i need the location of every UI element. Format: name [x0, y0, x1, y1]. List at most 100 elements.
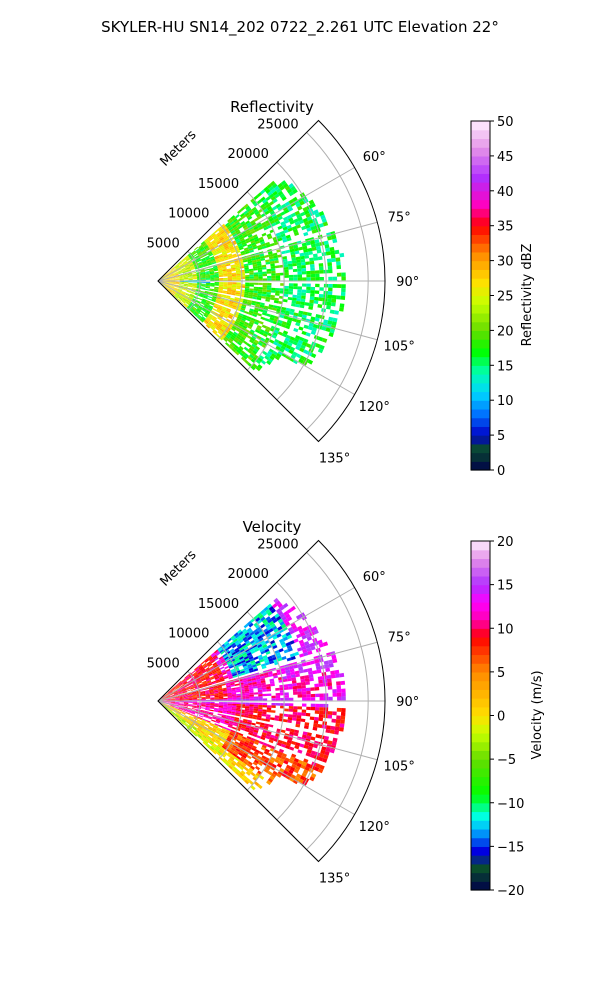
velocity-cell	[261, 732, 267, 736]
velocity-cell	[237, 637, 243, 642]
velocity-cell	[167, 709, 171, 713]
velocity-cell	[172, 688, 177, 692]
velocity-cell	[218, 707, 224, 709]
velocity-cell	[183, 697, 189, 699]
velocity-cell	[288, 706, 294, 710]
reflectivity-cell	[182, 288, 187, 291]
reflectivity-cell	[318, 297, 324, 302]
reflectivity-cell	[303, 338, 309, 344]
velocity-azimuth-tick-label: 60°	[363, 570, 386, 585]
reflectivity-cell	[286, 319, 292, 324]
reflectivity-cell	[295, 335, 301, 340]
velocity-cell	[303, 668, 309, 673]
reflectivity-cell	[189, 294, 195, 297]
reflectivity-cell	[188, 253, 193, 258]
reflectivity-cell	[255, 301, 261, 305]
reflectivity-cell	[215, 260, 221, 264]
reflectivity-cell	[185, 301, 190, 306]
velocity-cell	[269, 717, 275, 721]
reflectivity-cell	[235, 319, 241, 324]
velocity-cell	[196, 735, 202, 739]
reflectivity-cell	[208, 267, 214, 270]
reflectivity-cell	[251, 221, 257, 227]
velocity-cell	[170, 701, 176, 703]
velocity-cell	[225, 730, 230, 735]
reflectivity-cell	[200, 269, 205, 272]
reflectivity-cell	[248, 294, 254, 297]
reflectivity-cell	[290, 254, 296, 258]
reflectivity-cell	[249, 353, 255, 359]
reflectivity-cell	[265, 241, 270, 246]
velocity-cell	[188, 673, 193, 678]
velocity-cell	[213, 734, 218, 739]
reflectivity-cell	[179, 276, 184, 278]
reflectivity-cell	[284, 201, 291, 207]
velocity-cell	[295, 765, 301, 771]
velocity-cell	[266, 632, 272, 638]
reflectivity-cell	[191, 250, 196, 254]
reflectivity-cell	[223, 313, 229, 318]
reflectivity-cell	[186, 290, 191, 294]
velocity-cell	[200, 707, 206, 709]
reflectivity-cell	[162, 281, 167, 283]
reflectivity-cell	[217, 226, 222, 231]
velocity-cell	[235, 641, 241, 646]
reflectivity-cell	[177, 290, 182, 294]
velocity-cell	[248, 743, 253, 748]
reflectivity-cell	[188, 262, 194, 266]
velocity-cell	[218, 691, 223, 694]
reflectivity-cell	[305, 332, 311, 337]
velocity-cell	[262, 705, 268, 708]
reflectivity-cell	[268, 208, 274, 213]
reflectivity-cell	[235, 266, 240, 270]
velocity-cell	[279, 758, 285, 763]
reflectivity-cell	[240, 285, 246, 288]
velocity-cell	[181, 686, 186, 690]
reflectivity-cell	[177, 298, 181, 302]
velocity-cell	[288, 714, 293, 718]
velocity-cell	[238, 631, 244, 636]
velocity-cell	[209, 722, 215, 726]
velocity-cell	[222, 687, 227, 690]
velocity-cell	[211, 744, 217, 749]
reflectivity-cell	[302, 311, 308, 316]
velocity-cell	[238, 732, 244, 737]
reflectivity-cell	[288, 266, 293, 270]
reflectivity-cell	[247, 349, 253, 354]
reflectivity-cell	[183, 284, 189, 286]
reflectivity-cell	[326, 301, 332, 306]
velocity-cell	[308, 742, 314, 748]
velocity-cell	[223, 703, 228, 706]
velocity-cell	[312, 743, 319, 749]
reflectivity-cell	[200, 257, 206, 261]
reflectivity-cell	[176, 292, 181, 296]
velocity-range-tick-label: 5000	[147, 656, 180, 671]
reflectivity-cell	[209, 272, 215, 275]
reflectivity-cell	[308, 302, 314, 307]
velocity-cell	[199, 675, 205, 679]
velocity-cell	[254, 630, 260, 636]
velocity-cell	[231, 636, 237, 642]
velocity-cell	[177, 717, 182, 722]
reflectivity-cell	[205, 272, 210, 274]
velocity-cell	[242, 774, 248, 780]
velocity-cell	[185, 712, 191, 716]
reflectivity-cell	[184, 264, 190, 268]
velocity-cell	[272, 644, 278, 650]
reflectivity-cell	[206, 261, 212, 264]
reflectivity-cell	[238, 332, 243, 337]
velocity-cell	[175, 697, 180, 699]
velocity-cell	[179, 683, 183, 687]
velocity-colorbar-segment	[471, 855, 490, 865]
reflectivity-cell	[259, 304, 265, 308]
velocity-cell	[248, 656, 254, 660]
velocity-cell	[207, 735, 212, 740]
velocity-cell	[205, 667, 210, 671]
velocity-cell	[203, 664, 208, 669]
reflectivity-cell	[209, 320, 214, 325]
reflectivity-cell	[186, 270, 192, 273]
reflectivity-cell	[334, 310, 339, 315]
reflectivity-cell	[205, 301, 211, 304]
velocity-cell	[170, 702, 176, 704]
velocity-cell	[231, 767, 237, 773]
